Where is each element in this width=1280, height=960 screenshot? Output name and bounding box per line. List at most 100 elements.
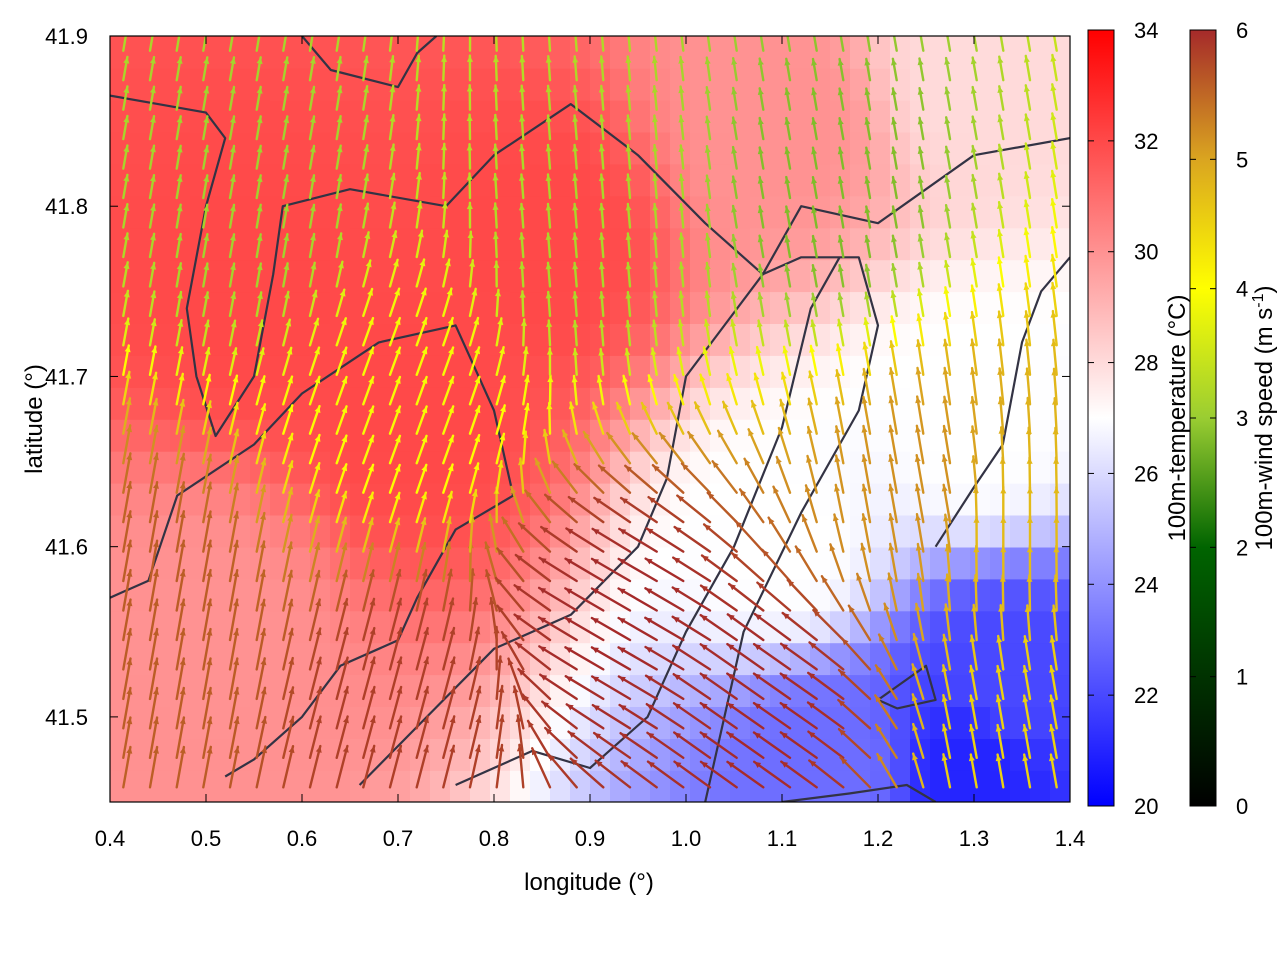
- temperature-cell: [950, 67, 971, 101]
- wind-arrow: [148, 203, 156, 229]
- temperature-cell: [690, 674, 711, 707]
- wind-arrow: [598, 261, 605, 288]
- wind-arrow: [202, 686, 213, 730]
- temperature-cell: [1030, 195, 1051, 229]
- temperature-cell: [730, 387, 751, 420]
- temperature-cell: [990, 674, 1011, 707]
- wind-arrow: [704, 261, 712, 288]
- wind-arrow: [750, 399, 765, 435]
- wind-arrow: [202, 568, 213, 612]
- wind-arrow: [122, 424, 133, 465]
- wind-arrow: [891, 57, 898, 82]
- temperature-cell: [750, 36, 771, 69]
- wind-arrow: [784, 205, 792, 229]
- wind-arrow: [676, 494, 712, 524]
- temperature-cell: [390, 387, 411, 420]
- wind-arrow: [541, 700, 578, 730]
- wind-arrow: [522, 346, 529, 376]
- temperature-cell: [650, 578, 671, 612]
- wind-arrow: [519, 84, 526, 111]
- temperature-cell: [430, 482, 451, 516]
- temperature-cell: [150, 36, 171, 69]
- wind-arrow: [892, 36, 898, 52]
- wind-arrow: [997, 200, 1005, 229]
- wind-arrow: [890, 263, 898, 288]
- temperature-cell: [250, 355, 271, 388]
- wind-arrow: [415, 491, 427, 524]
- wind-arrow: [678, 144, 685, 170]
- wind-arrow: [513, 613, 552, 642]
- wind-arrow: [726, 672, 765, 701]
- wind-arrow: [625, 290, 632, 318]
- temperature-cell: [830, 610, 851, 644]
- temperature-cell: [790, 131, 811, 165]
- temperature-cell: [1030, 546, 1051, 580]
- temperature-cell: [490, 67, 511, 101]
- wind-arrow: [362, 744, 376, 789]
- wind-arrow: [388, 568, 402, 612]
- wind-arrow: [202, 36, 208, 52]
- wind-arrow: [755, 345, 765, 376]
- temperature-cell: [1030, 770, 1051, 802]
- wind-arrow: [567, 730, 605, 759]
- wind-arrow: [202, 716, 213, 759]
- wind-arrow: [861, 483, 872, 524]
- wind-arrow: [122, 745, 133, 789]
- temperature-cell: [510, 36, 531, 69]
- wind-arrow: [680, 36, 685, 52]
- wind-arrow: [175, 627, 186, 671]
- temperature-cell: [870, 610, 891, 644]
- colorbar-tick-label: 3: [1236, 406, 1248, 431]
- temperature-cell: [130, 323, 151, 356]
- contour-line: [110, 94, 1070, 438]
- wind-arrow: [442, 375, 455, 406]
- temperature-cell: [550, 546, 571, 580]
- temperature-cell: [550, 674, 571, 707]
- wind-arrow: [834, 483, 845, 524]
- temperature-cell: [710, 259, 731, 293]
- wind-arrow: [308, 174, 316, 200]
- wind-arrow: [997, 114, 1005, 141]
- wind-arrow: [625, 55, 632, 82]
- temperature-cell: [1050, 450, 1070, 484]
- wind-arrow: [442, 626, 456, 671]
- wind-arrow: [148, 345, 158, 376]
- wind-arrow: [539, 673, 578, 701]
- wind-arrow: [202, 144, 210, 170]
- temperature-cell: [530, 578, 551, 612]
- temperature-cell: [130, 387, 151, 420]
- wind-arrow: [917, 233, 925, 259]
- temperature-cell: [550, 482, 571, 516]
- temperature-cell: [730, 67, 751, 101]
- wind-arrow: [415, 375, 428, 406]
- wind-arrow: [944, 145, 952, 170]
- wind-arrow: [568, 401, 578, 435]
- temperature-cell: [930, 131, 951, 165]
- temperature-cell: [890, 291, 911, 324]
- temperature-cell: [950, 387, 971, 420]
- temperature-cell: [830, 642, 851, 676]
- wind-arrow: [175, 481, 186, 524]
- temperature-cell: [530, 259, 551, 293]
- wind-arrow: [678, 85, 685, 111]
- wind-arrow: [495, 404, 506, 435]
- wind-arrow: [415, 287, 427, 318]
- wind-arrow: [598, 319, 605, 347]
- wind-arrow: [175, 425, 186, 465]
- temperature-cell: [190, 67, 211, 101]
- wind-arrow: [545, 55, 552, 82]
- temperature-cell: [770, 546, 791, 580]
- wind-arrow: [202, 745, 213, 789]
- wind-arrow: [282, 115, 290, 141]
- wind-arrow: [597, 464, 632, 494]
- temperature-cell: [750, 482, 771, 516]
- wind-arrow: [362, 287, 374, 318]
- wind-arrow: [738, 488, 765, 524]
- wind-arrow: [524, 489, 552, 524]
- wind-arrow: [282, 262, 290, 288]
- temperature-cell: [470, 99, 491, 133]
- temperature-cell: [730, 770, 751, 802]
- wind-arrow: [722, 400, 738, 435]
- temperature-cell: [370, 259, 391, 293]
- wind-arrow: [606, 431, 632, 465]
